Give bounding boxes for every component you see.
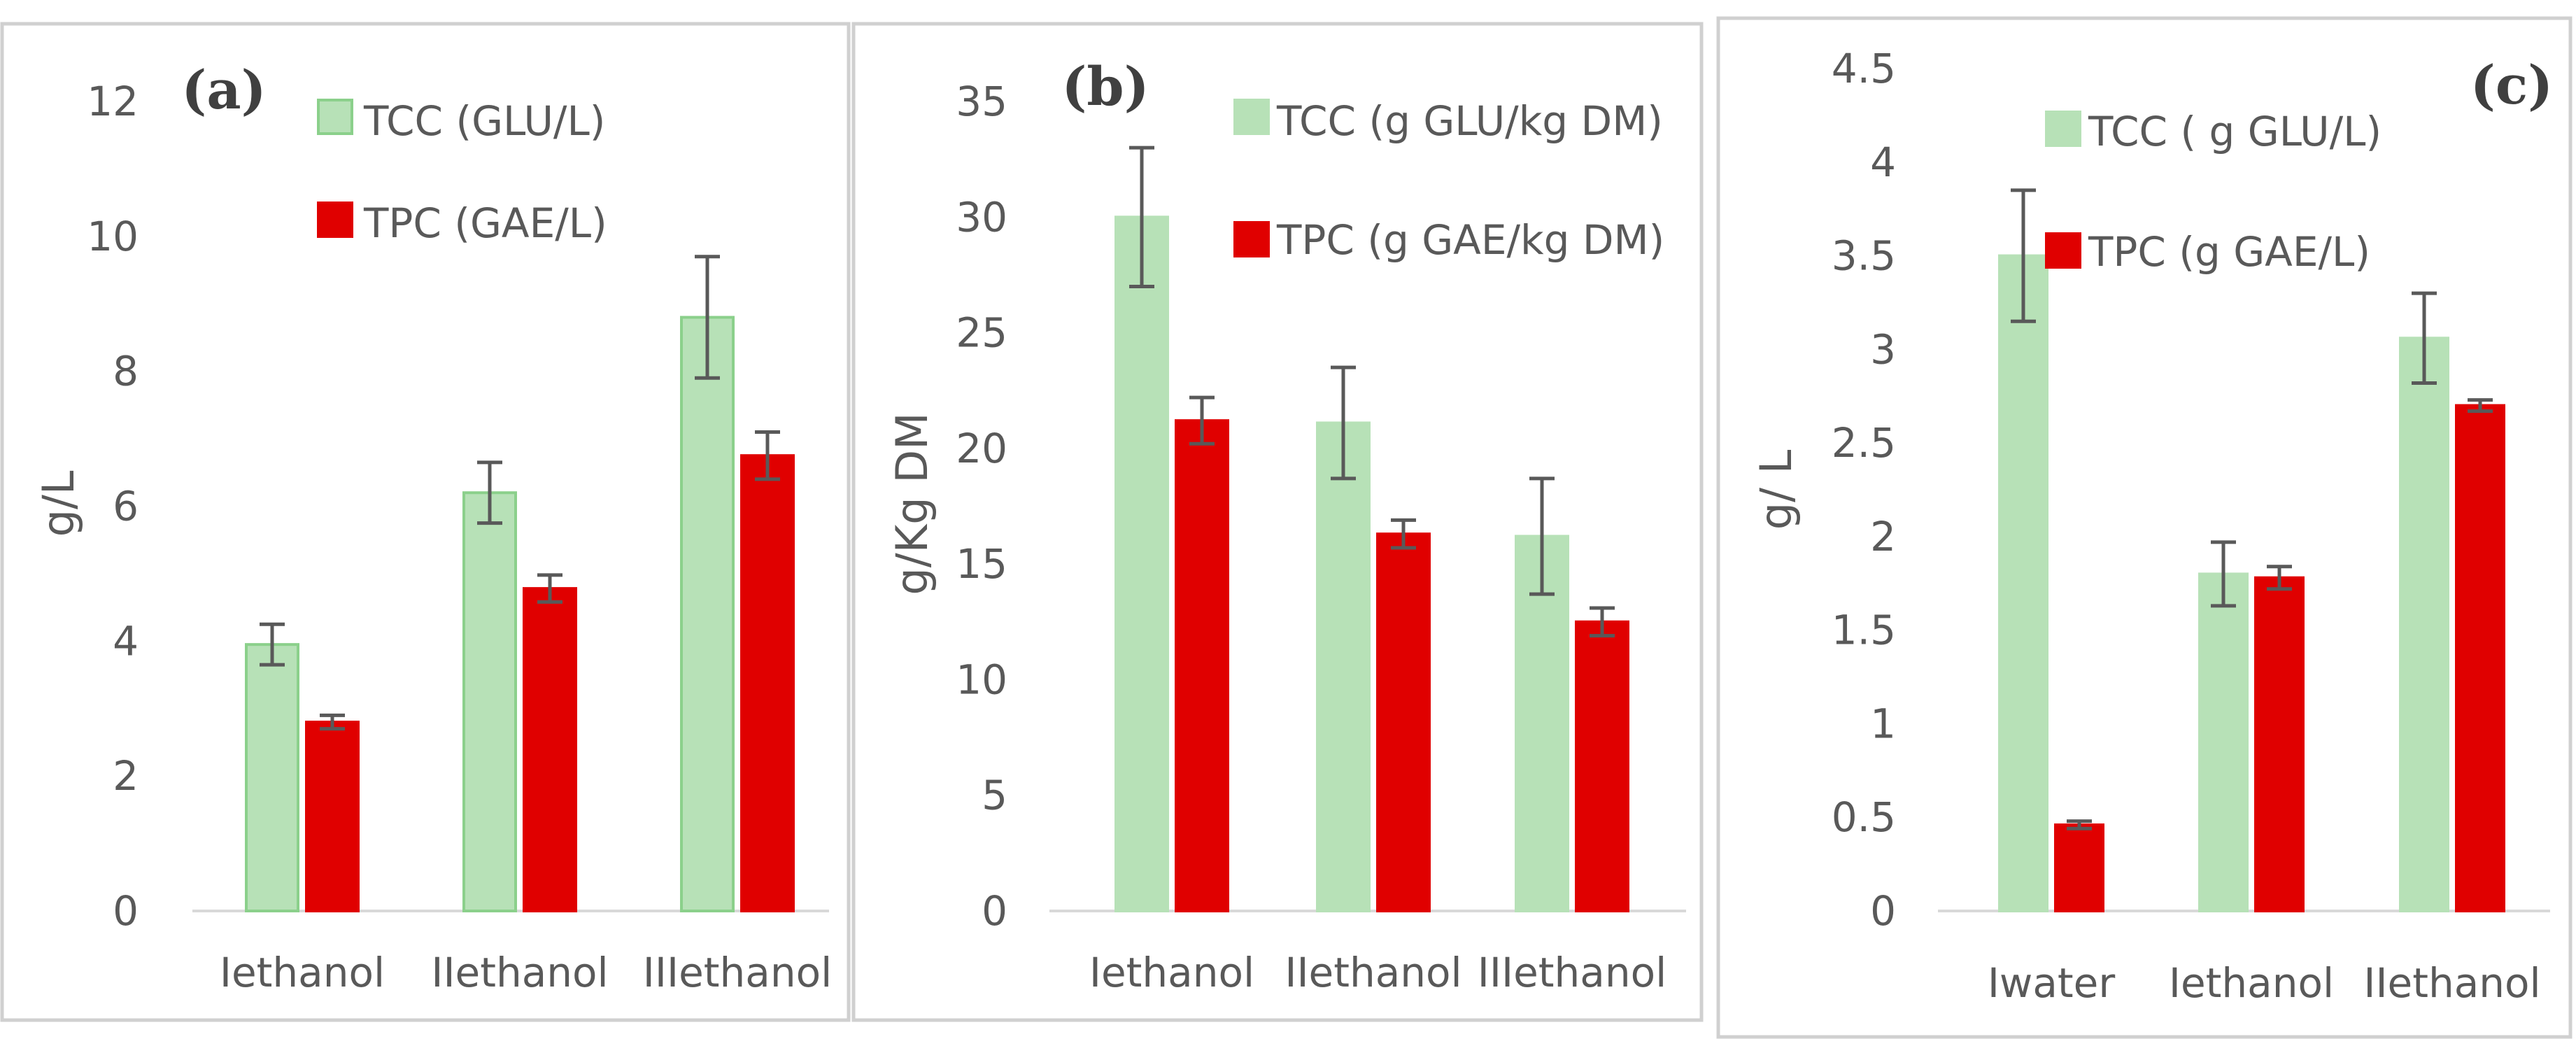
legend-swatch (317, 99, 353, 135)
bar-tpc (1175, 419, 1229, 912)
y-tick-label: 5 (982, 772, 1007, 819)
legend-entry: TCC (g GLU/kg DM) (1276, 97, 1663, 145)
error-bar (2267, 565, 2292, 591)
legend-entry: TCC ( g GLU/L) (2088, 108, 2382, 155)
panel-label: (c) (2470, 54, 2553, 116)
chart-panel-2: 0 5 10 15 20 25 30 35 g/Kg DM Iethanol IIethanol II… (886, 55, 1686, 996)
panel-b-frame (851, 22, 1704, 1022)
error-bar (1331, 365, 1356, 481)
legend-entry: TPC (g GAE/L) (2088, 228, 2370, 276)
bar-tpc (523, 587, 577, 913)
y-tick-label: 30 (956, 193, 1007, 241)
bar-tcc (1114, 215, 1169, 912)
error-bar (1529, 476, 1555, 596)
panel-a-frame (0, 22, 851, 1022)
bar-tpc (740, 454, 795, 912)
bar-tcc (1316, 421, 1371, 912)
category-label: IIIethanol (1478, 949, 1666, 996)
error-bar (1129, 146, 1154, 288)
legend-swatch (1233, 221, 1270, 257)
legend-swatch (1233, 99, 1270, 135)
bar-tpc (2455, 404, 2505, 912)
y-tick-label: 6 (113, 483, 139, 530)
y-tick-label: 4 (113, 617, 139, 665)
error-bar (2011, 188, 2036, 323)
y-tick-label: 12 (87, 78, 139, 125)
bar-tcc (2399, 337, 2449, 912)
error-bar (1590, 606, 1615, 638)
y-tick-label: 15 (956, 540, 1007, 588)
category-label: IIethanol (1285, 949, 1462, 996)
error-bar (695, 255, 720, 380)
error-bar (1189, 395, 1215, 446)
bar-tpc (1575, 620, 1629, 912)
error-bar (537, 573, 562, 604)
bar-tcc (2198, 572, 2249, 913)
error-bar (2211, 540, 2236, 608)
bar-tpc (305, 721, 360, 912)
bar-tpc (1376, 532, 1431, 912)
error-bar (2412, 291, 2437, 385)
y-tick-label: 35 (956, 78, 1007, 125)
category-label: IIIethanol (643, 949, 832, 996)
category-label: IIethanol (431, 949, 608, 996)
error-bar (320, 713, 345, 731)
category-label: IIethanol (2363, 959, 2540, 1007)
y-tick-label: 0.5 (1832, 793, 1896, 841)
y-tick-label: 1 (1870, 700, 1896, 747)
bar-tcc (462, 491, 517, 912)
y-tick-label: 4.5 (1832, 45, 1896, 92)
category-label: Iethanol (2169, 959, 2334, 1007)
error-bar (260, 622, 285, 667)
y-tick-label: 2 (113, 752, 139, 800)
y-tick-label: 0 (1870, 887, 1896, 935)
y-tick-label: 3.5 (1832, 232, 1896, 280)
chart-panel-1: 0 2 4 6 8 10 12 g/L Iethanol IIethanol IIIethanol T… (33, 59, 832, 996)
bar-tcc (1998, 254, 2048, 912)
bar-tcc (680, 316, 735, 912)
y-axis-label: g/L (33, 470, 84, 537)
y-axis-label: g/Kg DM (886, 412, 937, 595)
y-tick-label: 0 (982, 887, 1007, 935)
error-bar (2468, 398, 2493, 414)
y-axis-label: g/ L (1750, 449, 1802, 530)
y-tick-label: 10 (87, 213, 139, 260)
y-tick-label: 10 (956, 656, 1007, 703)
legend-swatch (317, 202, 353, 238)
y-tick-label: 20 (956, 425, 1007, 472)
error-bar (755, 430, 780, 481)
bar-tpc (2254, 576, 2305, 912)
legend-entry: TPC (GAE/L) (363, 199, 607, 247)
bar-tcc (245, 643, 299, 912)
y-tick-label: 0 (113, 887, 139, 935)
panel-label: (b) (1061, 55, 1149, 118)
bar-tcc (1515, 535, 1569, 912)
error-bar (2067, 819, 2092, 831)
panel-label: (a) (181, 59, 266, 121)
y-tick-label: 2.5 (1832, 419, 1896, 467)
y-tick-label: 4 (1870, 139, 1896, 186)
y-tick-label: 1.5 (1832, 607, 1896, 654)
legend-entry: TPC (g GAE/kg DM) (1276, 216, 1664, 264)
category-label: Iwater (1988, 959, 2116, 1007)
y-tick-label: 3 (1870, 325, 1896, 373)
legend-swatch (2045, 111, 2081, 147)
category-label: Iethanol (220, 949, 385, 996)
legend-entry: TCC (GLU/L) (363, 97, 605, 145)
y-tick-label: 2 (1870, 513, 1896, 560)
error-bar (477, 460, 502, 525)
bar-tpc (2054, 823, 2104, 912)
y-tick-label: 8 (113, 348, 139, 395)
legend-swatch (2045, 232, 2081, 269)
chart-panel-3: 0 0.5 1 1.5 2 2.5 3 3.5 4 4.5 g/ L Iwater Iethanol II… (1750, 45, 2553, 1007)
error-bar (1391, 518, 1416, 550)
y-tick-label: 25 (956, 309, 1007, 357)
category-label: Iethanol (1089, 949, 1254, 996)
panel-c-frame (1716, 16, 2573, 1039)
